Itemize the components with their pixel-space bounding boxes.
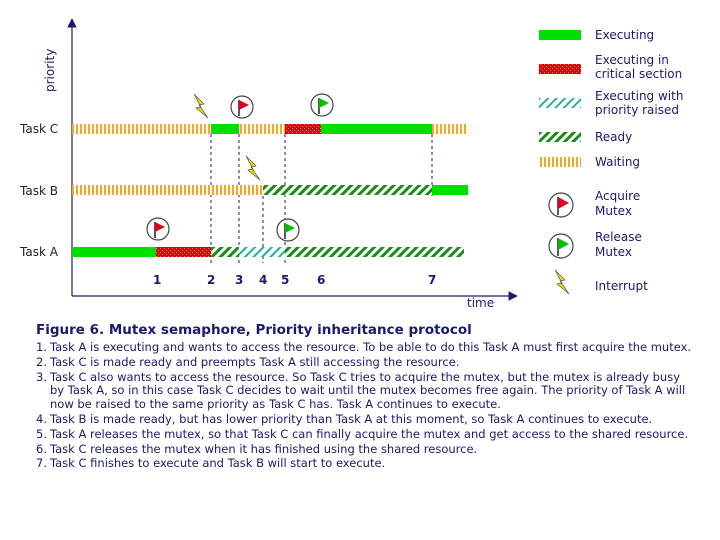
lightning-icon	[193, 93, 209, 119]
legend-label-release: Mutex	[595, 245, 632, 259]
release-mutex-icon	[310, 93, 334, 117]
time-marker: 2	[207, 273, 215, 287]
list-item: 5. Task A releases the mutex, so that Tas…	[36, 426, 696, 442]
segment-waiting	[72, 124, 211, 134]
step-text: Task C finishes to execute and Task B wi…	[50, 456, 386, 471]
task-c-row	[72, 124, 468, 134]
segment-executing	[321, 124, 432, 134]
segment-ready	[263, 185, 432, 195]
legend-label-raised: Executing with	[595, 89, 683, 103]
step-number: 7.	[36, 456, 47, 471]
legend-swatch-waiting	[539, 157, 581, 167]
lightning-icon	[245, 155, 261, 181]
time-marker: 7	[428, 273, 436, 287]
legend-swatch-executing	[539, 30, 581, 40]
segment-critical	[285, 124, 321, 134]
segment-raised	[239, 247, 285, 257]
segment-executing	[432, 185, 468, 195]
legend-label-acquire: Acquire	[595, 189, 640, 203]
legend: Executing Executing in critical section …	[539, 28, 683, 295]
legend-swatch-critical	[539, 64, 581, 74]
legend-label-raised: priority raised	[595, 103, 679, 117]
step-number: 6.	[36, 441, 47, 456]
segment-waiting	[432, 124, 468, 134]
step-number: 1.	[36, 340, 47, 354]
acquire-mutex-icon	[146, 217, 170, 241]
step-text: Task A releases the mutex, so that Task …	[50, 426, 689, 441]
time-marker: 1	[153, 273, 161, 287]
time-marker: 5	[281, 273, 289, 287]
legend-label-acquire: Mutex	[595, 204, 632, 218]
list-item: 2. Task C is made ready and preempts Task…	[36, 354, 696, 370]
legend-swatch-ready	[539, 132, 581, 142]
legend-label-executing: Executing	[595, 28, 654, 42]
list-item: 7. Task C finishes to execute and Task B …	[36, 456, 696, 471]
task-b-row	[72, 185, 468, 195]
step-text: Task A is executing and wants to access …	[50, 340, 692, 354]
lightning-icon	[554, 269, 570, 295]
figure-title: Figure 6. Mutex semaphore, Priority inhe…	[36, 322, 472, 338]
task-label-a: Task A	[19, 245, 59, 259]
acquire-mutex-icon	[548, 192, 574, 218]
list-item: 1. Task A is executing and wants to acces…	[36, 340, 696, 355]
list-item: 3. Task C also wants to access the resour…	[36, 369, 696, 412]
segment-waiting	[239, 124, 285, 134]
step-text: Task C also wants to access the resource…	[50, 369, 686, 412]
legend-swatch-raised	[539, 98, 581, 108]
x-axis-label: time	[467, 296, 494, 310]
list-item: 6. Task C releases the mutex when it has …	[36, 441, 696, 457]
time-markers: 1 2 3 4 5 6 7	[153, 273, 436, 287]
step-text: Task C releases the mutex when it has fi…	[50, 441, 478, 456]
time-marker: 4	[259, 273, 267, 287]
segment-executing	[72, 247, 156, 257]
timing-diagram: priority time Task C Task B Task A 1 2	[19, 18, 683, 310]
segment-ready	[211, 247, 239, 257]
acquire-mutex-icon	[230, 95, 254, 119]
step-text: Task B is made ready, but has lower prio…	[50, 411, 653, 426]
time-marker: 6	[317, 273, 325, 287]
legend-label-waiting: Waiting	[595, 155, 640, 169]
step-number: 5.	[36, 426, 47, 441]
legend-label-critical: critical section	[595, 67, 682, 81]
task-a-row	[72, 247, 464, 257]
legend-label-interrupt: Interrupt	[595, 279, 648, 293]
legend-label-critical: Executing in	[595, 53, 669, 67]
figure-caption: Figure 6. Mutex semaphore, Priority inhe…	[36, 322, 696, 472]
y-axis-label: priority	[43, 49, 57, 92]
segment-ready	[285, 247, 464, 257]
segment-critical	[156, 247, 211, 257]
release-mutex-icon	[548, 233, 574, 259]
segment-waiting	[72, 185, 263, 195]
time-marker: 3	[235, 273, 243, 287]
list-item: 4. Task B is made ready, but has lower pr…	[36, 411, 696, 427]
task-label-c: Task C	[19, 122, 58, 136]
step-number: 2.	[36, 354, 47, 369]
steps-list: 1. Task A is executing and wants to acces…	[36, 340, 696, 471]
task-label-b: Task B	[19, 184, 58, 198]
release-mutex-icon	[276, 218, 300, 242]
legend-label-release: Release	[595, 230, 642, 244]
step-text: Task C is made ready and preempts Task A…	[50, 354, 460, 369]
step-number: 4.	[36, 411, 47, 426]
legend-label-ready: Ready	[595, 130, 632, 144]
segment-executing	[211, 124, 239, 134]
event-lines	[210, 134, 433, 263]
step-number: 3.	[36, 369, 47, 384]
